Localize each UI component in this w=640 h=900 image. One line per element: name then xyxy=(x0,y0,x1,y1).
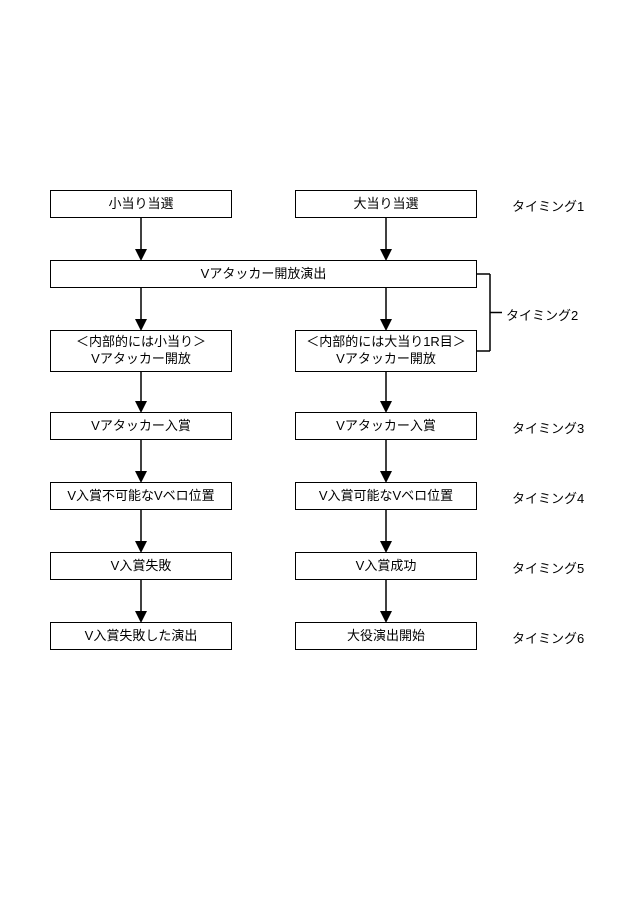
flow-node-text: V入賞可能なVベロ位置 xyxy=(319,488,453,505)
flow-node: Vアタッカー入賞 xyxy=(50,412,232,440)
flow-node: V入賞失敗 xyxy=(50,552,232,580)
timing-label: タイミング3 xyxy=(512,418,584,437)
flow-node: ＜内部的には大当り1R目＞Vアタッカー開放 xyxy=(295,330,477,372)
flow-node-text: 大当り当選 xyxy=(353,196,418,213)
flow-node-text: 大役演出開始 xyxy=(347,628,425,645)
flow-node: V入賞成功 xyxy=(295,552,477,580)
flow-node: V入賞不可能なVベロ位置 xyxy=(50,482,232,510)
timing-label: タイミング6 xyxy=(512,628,584,647)
flow-node: ＜内部的には小当り＞Vアタッカー開放 xyxy=(50,330,232,372)
flow-node: Vアタッカー入賞 xyxy=(295,412,477,440)
flow-node-text: Vアタッカー開放 xyxy=(91,351,191,368)
flow-node: 小当り当選 xyxy=(50,190,232,218)
flow-node: Vアタッカー開放演出 xyxy=(50,260,477,288)
flow-node-text: Vアタッカー入賞 xyxy=(91,418,191,435)
flow-node-text: Vアタッカー入賞 xyxy=(336,418,436,435)
flow-node: 大当り当選 xyxy=(295,190,477,218)
flow-node-text: V入賞成功 xyxy=(356,558,417,575)
flow-node-text: V入賞不可能なVベロ位置 xyxy=(67,488,214,505)
timing-label: タイミング5 xyxy=(512,558,584,577)
timing-label: タイミング1 xyxy=(512,196,584,215)
flow-node-text: V入賞失敗 xyxy=(111,558,172,575)
flow-node-text: ＜内部的には小当り＞ xyxy=(76,334,206,351)
flow-node-text: Vアタッカー開放演出 xyxy=(201,266,327,283)
timing-label-bracket: タイミング2 xyxy=(506,305,578,324)
flow-node: V入賞失敗した演出 xyxy=(50,622,232,650)
flow-node-text: 小当り当選 xyxy=(108,196,173,213)
flow-node: 大役演出開始 xyxy=(295,622,477,650)
flow-node-text: V入賞失敗した演出 xyxy=(85,628,198,645)
flow-node: V入賞可能なVベロ位置 xyxy=(295,482,477,510)
flow-node-text: ＜内部的には大当り1R目＞ xyxy=(306,334,466,351)
timing-label: タイミング4 xyxy=(512,488,584,507)
flow-node-text: Vアタッカー開放 xyxy=(336,351,436,368)
